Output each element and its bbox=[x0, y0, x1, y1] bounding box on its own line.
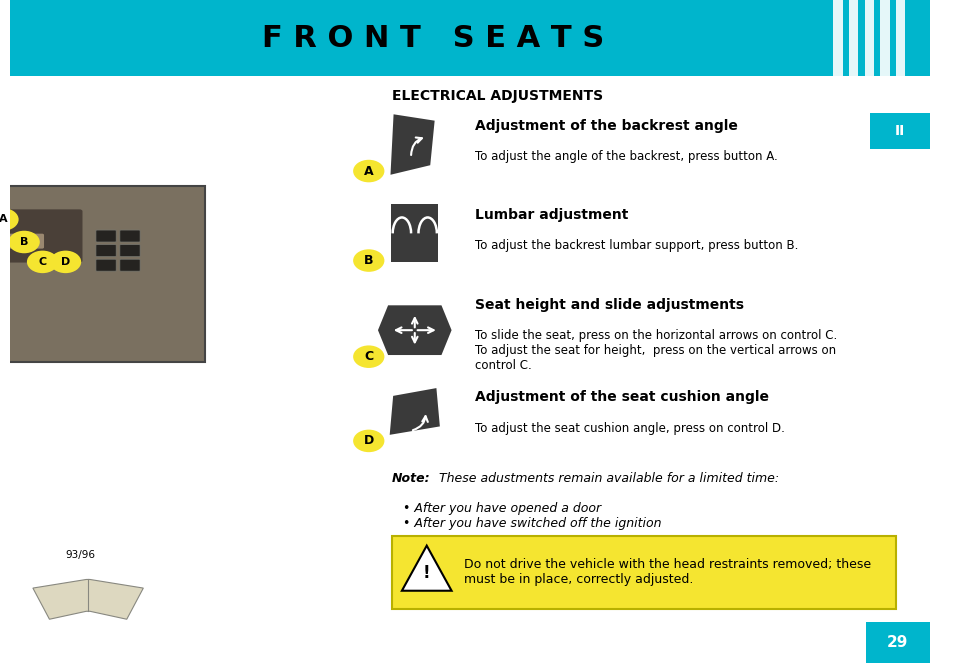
Text: A: A bbox=[364, 164, 373, 178]
Text: D: D bbox=[60, 257, 70, 267]
Circle shape bbox=[353, 345, 384, 368]
FancyBboxPatch shape bbox=[896, 0, 905, 76]
Text: F R O N T   S E A T S: F R O N T S E A T S bbox=[262, 24, 604, 52]
Polygon shape bbox=[402, 546, 451, 591]
FancyBboxPatch shape bbox=[392, 536, 896, 609]
Text: C: C bbox=[38, 257, 47, 267]
Circle shape bbox=[9, 231, 39, 253]
FancyBboxPatch shape bbox=[871, 113, 930, 149]
Text: !: ! bbox=[423, 564, 430, 583]
Text: Do not drive the vehicle with the head restraints removed; these
must be in plac: Do not drive the vehicle with the head r… bbox=[464, 558, 871, 586]
Text: 29: 29 bbox=[887, 635, 908, 650]
Circle shape bbox=[50, 251, 82, 273]
Text: ELECTRICAL ADJUSTMENTS: ELECTRICAL ADJUSTMENTS bbox=[392, 89, 603, 103]
Polygon shape bbox=[33, 579, 143, 619]
FancyBboxPatch shape bbox=[10, 0, 930, 76]
FancyBboxPatch shape bbox=[96, 259, 116, 271]
FancyBboxPatch shape bbox=[833, 0, 843, 76]
Text: To adjust the backrest lumbar support, press button B.: To adjust the backrest lumbar support, p… bbox=[474, 239, 798, 253]
FancyBboxPatch shape bbox=[865, 0, 874, 76]
Polygon shape bbox=[378, 306, 451, 355]
Text: B: B bbox=[20, 237, 29, 247]
FancyBboxPatch shape bbox=[0, 326, 2, 338]
FancyBboxPatch shape bbox=[0, 210, 83, 263]
Text: Note:: Note: bbox=[392, 472, 430, 485]
FancyBboxPatch shape bbox=[120, 259, 140, 271]
Text: To adjust the angle of the backrest, press button A.: To adjust the angle of the backrest, pre… bbox=[474, 150, 778, 163]
Text: These adustments remain available for a limited time:: These adustments remain available for a … bbox=[435, 472, 780, 485]
Circle shape bbox=[353, 160, 384, 182]
FancyBboxPatch shape bbox=[849, 0, 858, 76]
FancyBboxPatch shape bbox=[120, 245, 140, 257]
Polygon shape bbox=[392, 204, 438, 263]
Text: B: B bbox=[364, 254, 373, 267]
Text: 93/96: 93/96 bbox=[65, 550, 95, 560]
FancyBboxPatch shape bbox=[0, 186, 205, 362]
Text: Adjustment of the seat cushion angle: Adjustment of the seat cushion angle bbox=[474, 391, 769, 404]
Text: D: D bbox=[364, 434, 373, 448]
Text: A: A bbox=[0, 214, 8, 225]
Text: • After you have opened a door
• After you have switched off the ignition: • After you have opened a door • After y… bbox=[403, 502, 661, 530]
Text: Lumbar adjustment: Lumbar adjustment bbox=[474, 208, 628, 222]
Text: Seat height and slide adjustments: Seat height and slide adjustments bbox=[474, 298, 744, 312]
Text: To adjust the seat cushion angle, press on control D.: To adjust the seat cushion angle, press … bbox=[474, 422, 784, 435]
FancyBboxPatch shape bbox=[0, 341, 2, 353]
Circle shape bbox=[0, 208, 18, 231]
Text: To slide the seat, press on the horizontal arrows on control C.
To adjust the se: To slide the seat, press on the horizont… bbox=[474, 329, 837, 372]
FancyBboxPatch shape bbox=[0, 233, 44, 249]
FancyBboxPatch shape bbox=[96, 230, 116, 242]
FancyBboxPatch shape bbox=[96, 245, 116, 257]
Text: II: II bbox=[895, 124, 905, 138]
Circle shape bbox=[353, 430, 384, 452]
FancyBboxPatch shape bbox=[880, 0, 890, 76]
Polygon shape bbox=[391, 114, 435, 175]
Circle shape bbox=[27, 251, 59, 273]
Circle shape bbox=[353, 249, 384, 272]
FancyBboxPatch shape bbox=[866, 622, 930, 663]
FancyBboxPatch shape bbox=[120, 230, 140, 242]
Text: Adjustment of the backrest angle: Adjustment of the backrest angle bbox=[474, 119, 737, 133]
Text: C: C bbox=[364, 350, 373, 363]
Polygon shape bbox=[390, 388, 440, 435]
